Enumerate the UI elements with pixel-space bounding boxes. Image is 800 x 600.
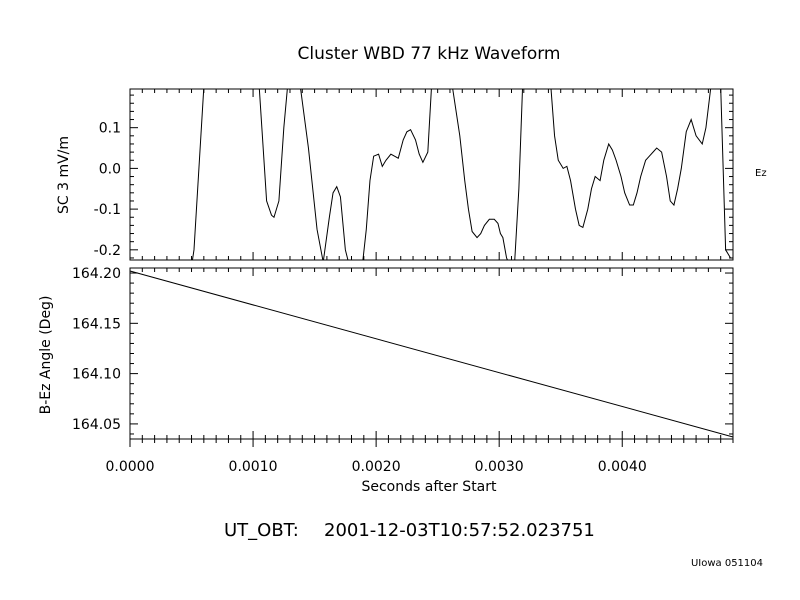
waveform-x-ticks — [129, 89, 734, 260]
x-tick-label: 0.0040 — [598, 459, 647, 475]
ut-label: UT_OBT: — [224, 520, 299, 541]
ut-value: 2001-12-03T10:57:52.023751 — [324, 520, 595, 541]
angle-series-line — [129, 270, 734, 438]
waveform-y-tick-label: -0.2 — [94, 243, 121, 259]
x-axis-label: Seconds after Start — [361, 479, 497, 495]
angle-y-tick-label: 164.15 — [72, 316, 121, 332]
waveform-y-ticks — [130, 94, 733, 259]
waveform-series-line — [191, 89, 733, 260]
waveform-y-tick-label: 0.0 — [99, 161, 121, 177]
waveform-y-tick-label: 0.1 — [99, 121, 121, 137]
waveform-plot-frame — [129, 88, 734, 261]
waveform-side-label: Ez — [755, 168, 767, 179]
angle-y-axis-label: B-Ez Angle (Deg) — [38, 296, 54, 415]
credit-label: UIowa 051104 — [691, 558, 763, 569]
waveform-y-tick-label: -0.1 — [94, 202, 121, 218]
angle-y-tick-label: 164.10 — [72, 367, 121, 383]
x-tick-label: 0.0030 — [475, 459, 524, 475]
chart-title: Cluster WBD 77 kHz Waveform — [298, 44, 561, 64]
angle-x-ticks — [129, 268, 734, 447]
angle-y-tick-label: 164.05 — [72, 417, 121, 433]
waveform-panel: 0.1 0.0 -0.1 -0.2 SC 3 mV/m Ez — [56, 88, 767, 261]
angle-y-tick-labels: 164.20 164.15 164.10 164.05 — [72, 266, 121, 433]
angle-y-tick-label: 164.20 — [72, 266, 121, 282]
x-tick-label: 0.0020 — [352, 459, 401, 475]
waveform-y-tick-labels: 0.1 0.0 -0.1 -0.2 — [94, 121, 121, 259]
angle-x-tick-labels: 0.0000 0.0010 0.0020 0.0030 0.0040 — [106, 459, 647, 475]
x-tick-label: 0.0010 — [229, 459, 278, 475]
angle-y-ticks — [130, 272, 733, 435]
x-tick-label: 0.0000 — [106, 459, 155, 475]
waveform-y-axis-label: SC 3 mV/m — [56, 136, 72, 214]
